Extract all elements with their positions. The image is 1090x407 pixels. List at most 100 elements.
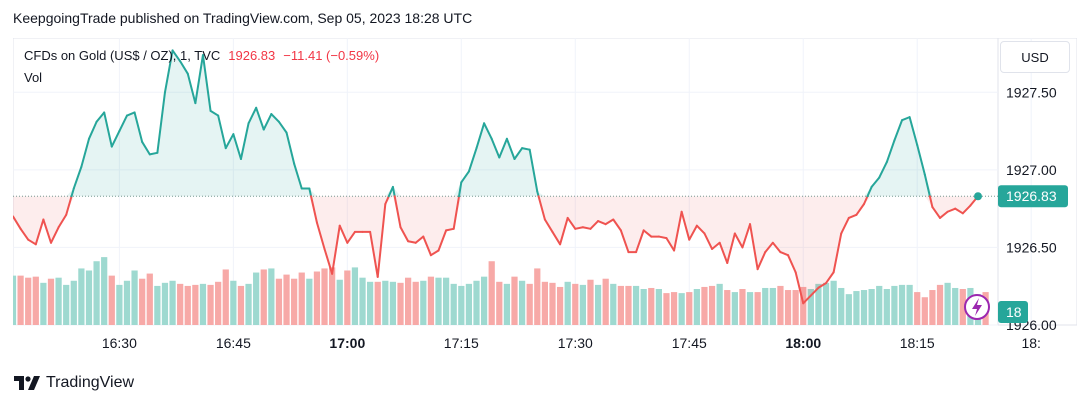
- footer-brand: TradingView: [46, 374, 135, 391]
- volume-bar: [389, 281, 397, 325]
- volume-bar: [686, 292, 693, 325]
- x-tick-label: 17:45: [672, 335, 707, 351]
- price-segment: [498, 137, 508, 159]
- price-segment: [893, 119, 904, 142]
- volume-bar: [579, 284, 586, 325]
- volume-bar: [708, 285, 716, 325]
- tradingview-logo[interactable]: TradingView: [14, 374, 134, 392]
- volume-bar: [55, 277, 62, 325]
- volume-bar: [830, 280, 837, 325]
- volume-bar: [617, 285, 624, 325]
- price-segment: [376, 202, 387, 278]
- volume-bar: [382, 280, 389, 325]
- price-segment: [597, 220, 607, 226]
- price-segment: [262, 113, 273, 131]
- price-segment: [817, 282, 828, 289]
- price-segment: [72, 165, 83, 190]
- price-segment: [863, 195, 869, 205]
- price-segment: [323, 247, 334, 275]
- price-segment: [954, 207, 964, 215]
- x-tick-label: 17:30: [558, 335, 593, 351]
- price-segment: [285, 131, 296, 165]
- volume-bar: [594, 284, 602, 325]
- price-segment: [543, 218, 554, 233]
- price-segment: [756, 251, 767, 271]
- price-segment: [931, 206, 942, 219]
- price-segment: [847, 213, 858, 219]
- volume-bar: [807, 289, 814, 325]
- volume-bar: [792, 290, 799, 325]
- price-segment: [787, 254, 797, 274]
- volume-bar: [678, 293, 685, 325]
- volume-bar: [321, 268, 328, 325]
- price-segment: [688, 224, 698, 241]
- volume-bar: [32, 276, 39, 325]
- price-segment: [95, 111, 106, 123]
- x-tick-label: 17:15: [444, 335, 479, 351]
- price-segment: [422, 235, 432, 257]
- price-segment: [866, 185, 873, 198]
- currency-button[interactable]: USD: [1000, 41, 1070, 73]
- volume-bar: [245, 283, 252, 325]
- price-segment: [794, 271, 805, 305]
- price-segment: [619, 229, 630, 254]
- last-price-badge-label: 1926.83: [1006, 188, 1057, 204]
- volume-bar: [222, 269, 229, 325]
- price-segment: [551, 230, 562, 246]
- volume-bar: [640, 289, 647, 325]
- volume-bar: [473, 280, 480, 325]
- price-segment: [308, 187, 313, 198]
- volume-bar: [450, 283, 457, 325]
- volume-bar: [503, 283, 511, 325]
- price-segment: [80, 137, 90, 168]
- volume-bar: [518, 280, 526, 325]
- price-segment: [103, 111, 113, 148]
- volume-bar: [146, 273, 153, 325]
- volume-bar: [306, 278, 313, 325]
- volume-bar: [215, 281, 222, 325]
- price-segment: [293, 162, 303, 190]
- legend-last-price: 1926.83: [228, 48, 276, 63]
- volume-bar: [921, 297, 928, 325]
- price-segment: [635, 229, 645, 254]
- price-segment: [42, 218, 52, 244]
- price-segment: [277, 120, 288, 134]
- price-segment: [338, 224, 349, 244]
- volume-bar: [526, 283, 533, 325]
- volume-bar: [359, 277, 366, 325]
- volume-bar: [207, 284, 214, 325]
- volume-bar: [936, 284, 944, 325]
- volume-bar: [655, 289, 662, 325]
- price-segment: [657, 235, 668, 240]
- price-segment: [399, 226, 410, 243]
- price-segment: [179, 60, 189, 75]
- price-segment: [429, 249, 440, 257]
- price-segment: [711, 241, 721, 250]
- volume-bar: [442, 277, 450, 325]
- volume-bar: [260, 269, 267, 325]
- price-segment: [19, 227, 30, 241]
- volume-bar: [860, 290, 868, 325]
- volume-bar: [458, 285, 465, 325]
- price-segment: [27, 238, 37, 246]
- price-segment: [125, 111, 136, 117]
- price-segment: [232, 133, 242, 161]
- volume-bar: [397, 282, 404, 325]
- volume-bar: [898, 284, 906, 325]
- volume-bar: [716, 283, 723, 325]
- volume-bar: [344, 270, 351, 325]
- volume-bar: [93, 261, 100, 325]
- price-segment: [70, 187, 75, 198]
- price-segment: [574, 226, 584, 230]
- volume-bar: [724, 290, 731, 325]
- volume-bar: [701, 286, 708, 325]
- last-price-dot: [974, 192, 982, 201]
- volume-bar: [959, 289, 966, 325]
- price-segment: [346, 230, 356, 244]
- volume-bar: [230, 280, 237, 325]
- price-segment: [513, 147, 524, 161]
- price-segment: [148, 151, 159, 156]
- price-segment: [559, 216, 569, 246]
